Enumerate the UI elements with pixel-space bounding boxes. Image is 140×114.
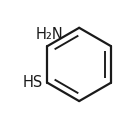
Text: H₂N: H₂N	[36, 26, 64, 41]
Text: HS: HS	[22, 74, 43, 89]
